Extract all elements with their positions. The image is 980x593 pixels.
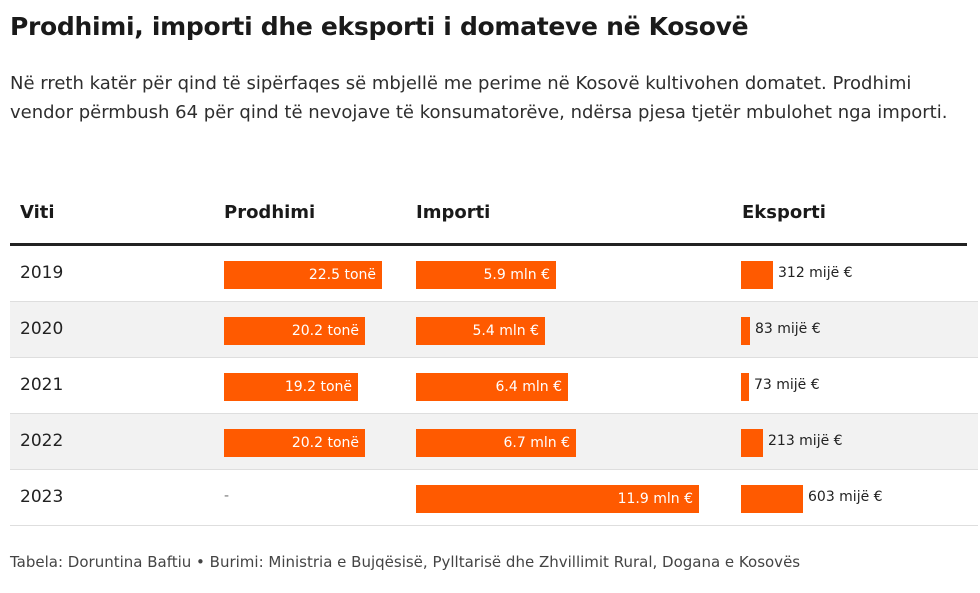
source-footer: Tabela: Doruntina Baftiu • Burimi: Minis… xyxy=(10,553,801,571)
table-row: 2022 20.2 tonë 6.7 mln € 213 mijë € xyxy=(10,414,978,470)
export-bar xyxy=(741,317,750,345)
export-bar xyxy=(741,429,763,457)
row-year: 2021 xyxy=(20,375,64,395)
table-row: 2019 22.5 tonë 5.9 mln € 312 mijë € xyxy=(10,246,978,302)
production-bar: 20.2 tonë xyxy=(224,317,365,345)
header-divider xyxy=(10,243,967,246)
row-year: 2019 xyxy=(20,263,64,283)
table-row: 2021 19.2 tonë 6.4 mln € 73 mijë € xyxy=(10,358,978,414)
column-header-production: Prodhimi xyxy=(224,202,316,223)
row-divider xyxy=(10,301,978,302)
column-header-year: Viti xyxy=(20,202,55,223)
column-header-export: Eksporti xyxy=(742,202,826,223)
export-value-label: 213 mijë € xyxy=(768,433,843,449)
production-bar: 20.2 tonë xyxy=(224,429,365,457)
row-divider xyxy=(10,469,978,470)
column-header-import: Importi xyxy=(416,202,491,223)
import-bar: 5.9 mln € xyxy=(416,261,556,289)
table-row: 2020 20.2 tonë 5.4 mln € 83 mijë € xyxy=(10,302,978,358)
export-value-label: 83 mijë € xyxy=(755,321,821,337)
import-bar: 11.9 mln € xyxy=(416,485,699,513)
row-divider xyxy=(10,357,978,358)
import-bar: 6.4 mln € xyxy=(416,373,568,401)
import-bar: 6.7 mln € xyxy=(416,429,576,457)
export-bar xyxy=(741,261,773,289)
row-divider xyxy=(10,525,978,526)
production-bar: 19.2 tonë xyxy=(224,373,358,401)
table-row: 2023 - 11.9 mln € 603 mijë € xyxy=(10,470,978,526)
chart-title: Prodhimi, importi dhe eksporti i domatev… xyxy=(10,12,749,41)
production-bar: 22.5 tonë xyxy=(224,261,382,289)
row-divider xyxy=(10,413,978,414)
export-value-label: 603 mijë € xyxy=(808,489,883,505)
chart-subtitle: Në rreth katër për qind të sipërfaqes së… xyxy=(10,73,948,123)
import-bar: 5.4 mln € xyxy=(416,317,545,345)
row-year: 2020 xyxy=(20,319,64,339)
row-year: 2022 xyxy=(20,431,64,451)
production-missing: - xyxy=(224,488,230,504)
export-bar xyxy=(741,373,749,401)
export-bar xyxy=(741,485,803,513)
row-year: 2023 xyxy=(20,487,64,507)
export-value-label: 312 mijë € xyxy=(778,265,853,281)
export-value-label: 73 mijë € xyxy=(754,377,820,393)
